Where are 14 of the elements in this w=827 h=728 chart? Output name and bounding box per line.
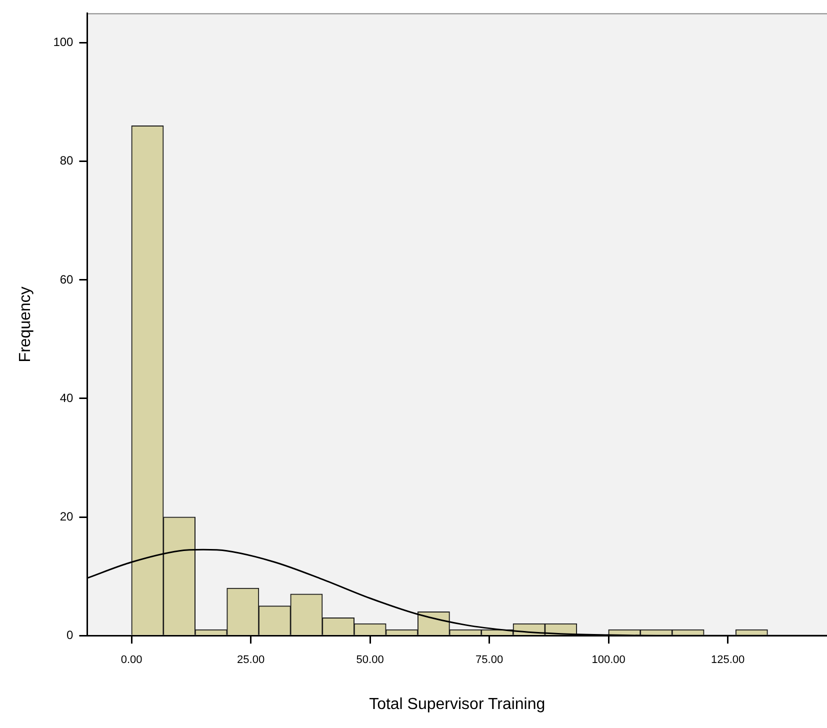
x-tick-label: 125.00 [710,654,745,666]
x-tick-label: 0.00 [120,654,142,666]
x-tick-label: 25.00 [237,654,265,666]
x-tick-label: 50.00 [356,654,384,666]
x-tick-label: 100.00 [592,654,626,666]
y-axis-title: Frequency [17,286,34,362]
y-tick-label: 20 [60,509,74,524]
y-tick-label: 60 [60,272,74,286]
x-axis-title: Total Supervisor Training [369,696,546,713]
y-tick-label: 40 [60,390,74,405]
y-tick-label: 80 [60,154,74,168]
x-tick-label: 75.00 [476,654,504,666]
y-tick-label: 100 [53,35,74,50]
y-tick-label: 0 [66,628,74,642]
